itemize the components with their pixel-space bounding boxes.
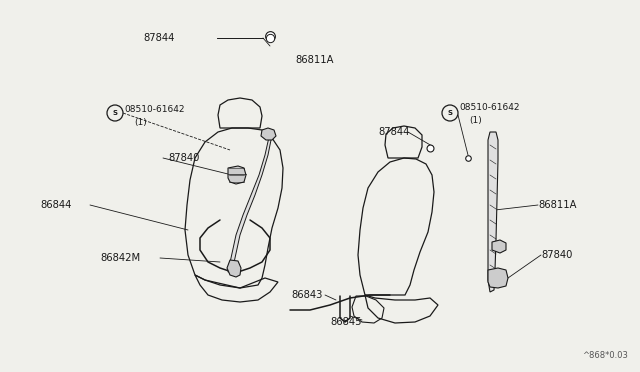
Polygon shape	[492, 240, 506, 253]
Text: 86843: 86843	[291, 290, 323, 300]
Text: 87844: 87844	[378, 127, 410, 137]
Text: 86844: 86844	[40, 200, 72, 210]
Text: S: S	[113, 110, 118, 116]
Text: (1): (1)	[469, 116, 482, 125]
Text: 86845: 86845	[330, 317, 362, 327]
Text: 86811A: 86811A	[538, 200, 577, 210]
Text: 87840: 87840	[541, 250, 572, 260]
Polygon shape	[228, 133, 272, 272]
Text: 86811A: 86811A	[295, 55, 333, 65]
Text: S: S	[447, 110, 452, 116]
Text: 87844: 87844	[143, 33, 175, 43]
Polygon shape	[488, 132, 498, 292]
Text: 08510-61642: 08510-61642	[124, 106, 184, 115]
Text: 08510-61642: 08510-61642	[459, 103, 520, 112]
Text: 86842M: 86842M	[100, 253, 140, 263]
Polygon shape	[488, 268, 508, 288]
Text: ^868*0.03: ^868*0.03	[582, 351, 628, 360]
Text: (1): (1)	[134, 119, 147, 128]
Polygon shape	[227, 260, 241, 277]
Polygon shape	[261, 128, 276, 140]
Polygon shape	[228, 166, 246, 184]
Text: 87840: 87840	[168, 153, 200, 163]
